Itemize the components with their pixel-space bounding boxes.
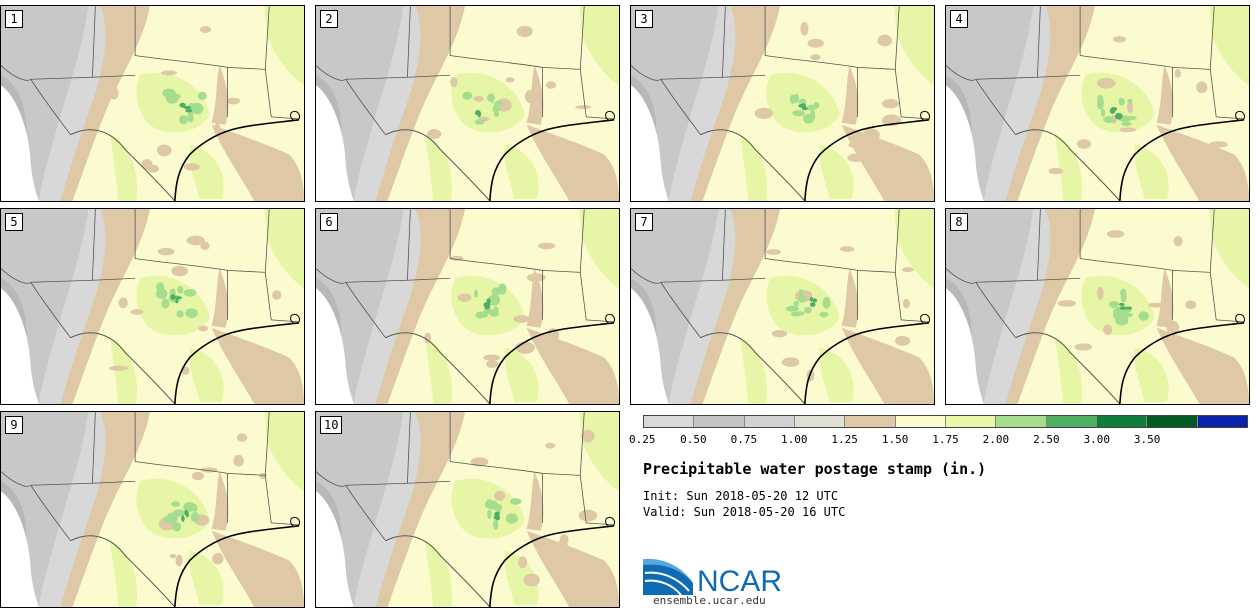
colorbar-swatch xyxy=(945,416,997,427)
colorbar-swatch xyxy=(644,416,695,427)
stamp-number-label: 3 xyxy=(635,10,653,28)
stamp-number-label: 5 xyxy=(5,213,23,231)
init-time: Sun 2018-05-20 12 UTC xyxy=(686,489,839,503)
postage-stamp-map: 10 xyxy=(315,411,620,608)
postage-stamp-map: 6 xyxy=(315,208,620,405)
colorbar-tick-label: 2.00 xyxy=(982,433,1010,446)
colorbar-swatch xyxy=(845,416,896,427)
colorbar-tick-label: 0.25 xyxy=(629,433,656,446)
colorbar-swatch xyxy=(1046,416,1097,427)
ncar-logo: NCAR xyxy=(643,558,782,597)
stamp-number-label: 10 xyxy=(320,416,343,434)
postage-stamp-map: 8 xyxy=(945,208,1250,405)
colorbar-tick-label: 3.00 xyxy=(1083,433,1111,446)
colorbar-swatch xyxy=(1096,416,1148,427)
stamp-number-label: 9 xyxy=(5,416,23,434)
init-time-line: Init: Sun 2018-05-20 12 UTC xyxy=(643,489,838,503)
colorbar-tick-label: 2.50 xyxy=(1033,433,1060,446)
ncar-url: ensemble.ucar.edu xyxy=(653,594,766,607)
colorbar-ticks: 0.25 0.50 0.75 1.00 1.25 1.50 1.75 2.00 2.50 3.00… xyxy=(629,433,1248,447)
stamp-map-graphic xyxy=(946,6,1249,201)
stamp-number-label: 6 xyxy=(320,213,338,231)
stamp-number-label: 7 xyxy=(635,213,653,231)
postage-stamp-map: 1 xyxy=(0,5,305,202)
colorbar-swatch xyxy=(895,416,946,427)
stamp-map-graphic xyxy=(1,209,304,404)
postage-stamp-map: 2 xyxy=(315,5,620,202)
postage-stamp-map: 7 xyxy=(630,208,935,405)
colorbar-tick-label: 1.00 xyxy=(781,433,808,446)
colorbar xyxy=(643,415,1248,428)
map-title: Precipitable water postage stamp (in.) xyxy=(643,460,987,478)
ncar-logo-text: NCAR xyxy=(697,565,782,597)
colorbar-tick-label: 0.50 xyxy=(680,433,707,446)
postage-stamp-map: 3 xyxy=(630,5,935,202)
stamp-map-graphic xyxy=(1,6,304,201)
valid-time-line: Valid: Sun 2018-05-20 16 UTC xyxy=(643,505,845,519)
stamp-map-graphic xyxy=(631,209,934,404)
stamp-map-graphic xyxy=(316,209,619,404)
postage-stamp-map: 9 xyxy=(0,411,305,608)
valid-time: Sun 2018-05-20 16 UTC xyxy=(693,505,846,519)
stamp-map-graphic xyxy=(1,412,304,607)
colorbar-tick-label: 0.75 xyxy=(730,433,758,446)
colorbar-swatch xyxy=(1197,416,1247,427)
init-label: Init: xyxy=(643,489,680,503)
stamp-map-graphic xyxy=(316,412,619,607)
postage-stamp-map: 5 xyxy=(0,208,305,405)
colorbar-swatch xyxy=(694,416,745,427)
stamp-map-graphic xyxy=(946,209,1249,404)
stamp-map-graphic xyxy=(631,6,934,201)
colorbar-tick-label: 3.50 xyxy=(1133,433,1161,446)
valid-label: Valid: xyxy=(643,505,687,519)
colorbar-tick-label: 1.25 xyxy=(831,433,858,446)
colorbar-swatch xyxy=(996,416,1047,427)
colorbar-tick-label: 1.50 xyxy=(881,433,909,446)
colorbar-swatch xyxy=(1147,416,1198,427)
colorbar-tick-label: 1.75 xyxy=(932,433,959,446)
colorbar-swatch xyxy=(744,416,795,427)
stamp-number-label: 2 xyxy=(320,10,338,28)
colorbar-swatch xyxy=(794,416,846,427)
stamp-map-graphic xyxy=(316,6,619,201)
stamp-number-label: 4 xyxy=(950,10,968,28)
stamp-number-label: 1 xyxy=(5,10,23,28)
stamp-number-label: 8 xyxy=(950,213,968,231)
postage-stamp-map: 4 xyxy=(945,5,1250,202)
